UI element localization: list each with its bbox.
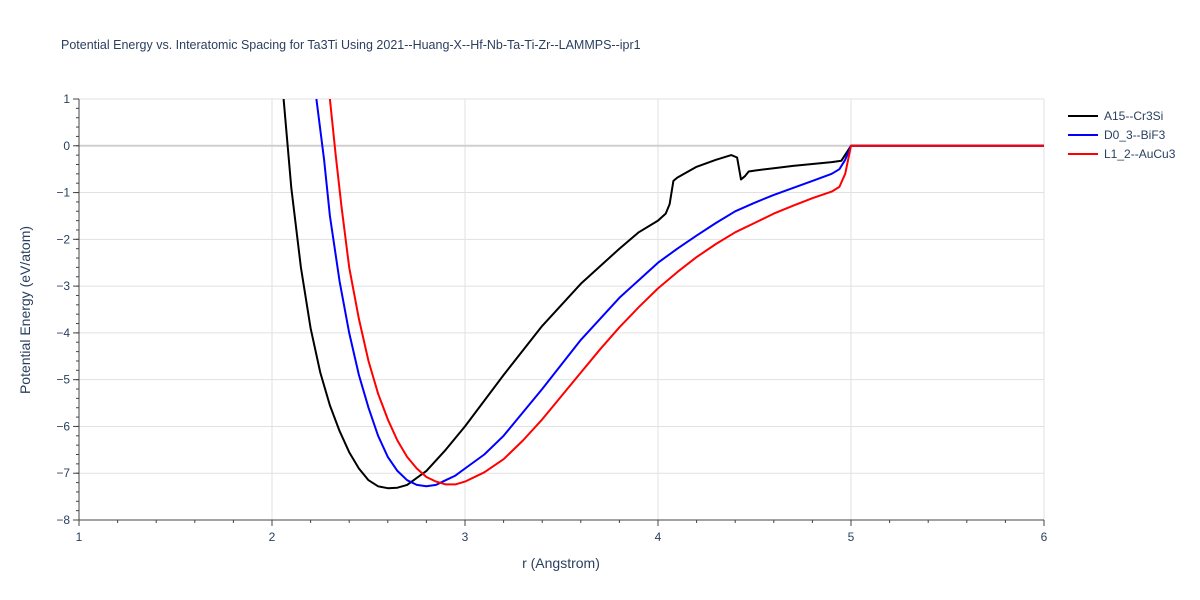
y-tick-label: −6 [56, 419, 70, 433]
y-tick-label: −2 [56, 232, 70, 246]
grid-lines [79, 98, 1045, 520]
legend-swatch [1068, 152, 1098, 155]
axes: 1 2 3 4 5 6 1 0 −1 −2 −3 −4 −5 −6 −7 −8 [56, 92, 1047, 544]
y-tick-label: −5 [56, 373, 70, 387]
x-tick-label: 1 [76, 530, 83, 544]
x-tick-label: 3 [462, 530, 469, 544]
y-tick-label: 1 [63, 92, 70, 106]
x-tick-label: 6 [1041, 530, 1048, 544]
legend-label: L1_2--AuCu3 [1104, 146, 1176, 161]
series-line-2 [328, 99, 1044, 486]
x-tick-label: 4 [655, 530, 662, 544]
legend: A15--Cr3Si D0_3--BiF3 L1_2--AuCu3 [1068, 106, 1175, 163]
y-tick-label: −1 [56, 186, 70, 200]
y-tick-label: −3 [56, 279, 70, 293]
legend-item[interactable]: A15--Cr3Si [1068, 106, 1175, 125]
series-line-0 [282, 99, 1044, 490]
legend-swatch [1068, 133, 1098, 136]
series-lines [282, 99, 1044, 490]
y-tick-label: 0 [63, 139, 70, 153]
y-tick-label: −7 [56, 466, 70, 480]
legend-label: A15--Cr3Si [1104, 108, 1164, 123]
x-tick-label: 2 [269, 530, 276, 544]
series-line-1 [315, 99, 1044, 488]
y-tick-label: −8 [56, 513, 70, 527]
y-axis-label: Potential Energy (eV/atom) [17, 226, 33, 394]
y-tick-label: −4 [56, 326, 70, 340]
x-axis-label: r (Angstrom) [522, 555, 600, 571]
legend-item[interactable]: D0_3--BiF3 [1068, 125, 1175, 144]
x-tick-label: 5 [848, 530, 855, 544]
chart-title: Potential Energy vs. Interatomic Spacing… [61, 38, 641, 52]
legend-item[interactable]: L1_2--AuCu3 [1068, 144, 1175, 163]
legend-swatch [1068, 114, 1098, 117]
legend-label: D0_3--BiF3 [1104, 127, 1166, 142]
